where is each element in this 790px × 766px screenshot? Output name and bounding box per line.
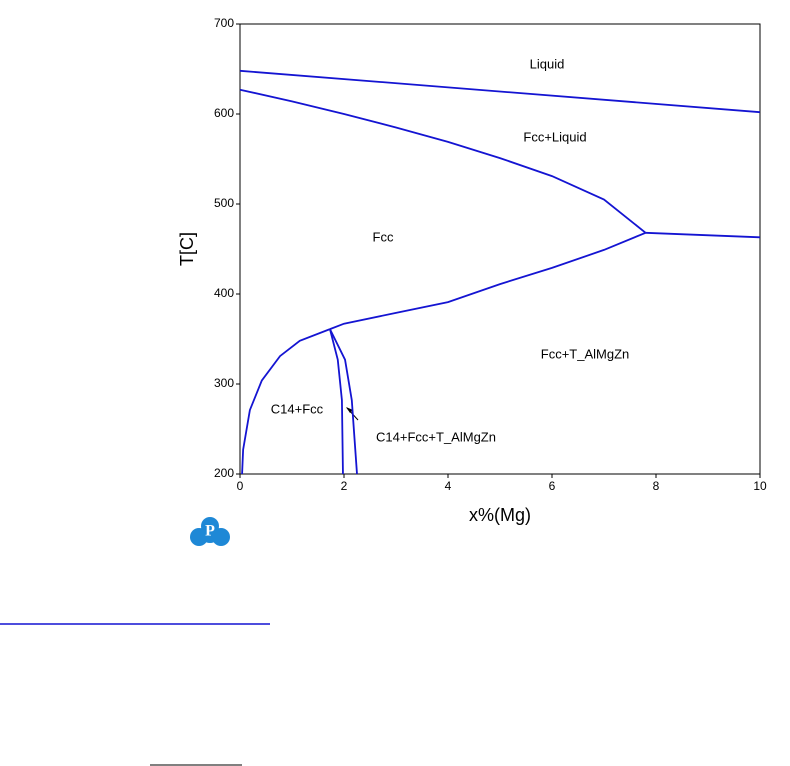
x-axis-title: x%(Mg) <box>469 505 531 525</box>
phase-boundary <box>239 69 761 114</box>
arrow-head <box>346 407 353 413</box>
phase-label: Fcc+T_AlMgZn <box>541 346 630 361</box>
x-tick-label: 4 <box>445 479 452 493</box>
y-tick-label: 400 <box>214 286 234 300</box>
y-axis-title: T[C] <box>177 232 197 266</box>
phase-boundary <box>329 231 646 330</box>
phase-label: Liquid <box>530 56 565 71</box>
phase-label: Fcc <box>373 229 394 244</box>
y-tick-label: 500 <box>214 196 234 210</box>
x-tick-label: 10 <box>753 479 767 493</box>
y-tick-label: 200 <box>214 466 234 480</box>
x-tick-label: 8 <box>653 479 660 493</box>
plot-frame <box>239 23 761 475</box>
phase-boundary <box>329 328 358 475</box>
phase-label: C14+Fcc+T_AlMgZn <box>376 429 496 444</box>
phase-label: Fcc+Liquid <box>523 129 586 144</box>
phase-boundary <box>329 328 344 475</box>
x-tick-label: 6 <box>549 479 556 493</box>
phase-boundary <box>241 328 331 475</box>
x-tick-label: 2 <box>341 479 348 493</box>
phase-label: C14+Fcc <box>271 401 324 416</box>
phase-boundary <box>239 88 647 234</box>
logo: P <box>190 517 230 546</box>
y-tick-label: 700 <box>214 16 234 30</box>
y-tick-label: 600 <box>214 106 234 120</box>
x-tick-label: 0 <box>237 479 244 493</box>
y-tick-label: 300 <box>214 376 234 390</box>
phase-boundary <box>645 231 761 239</box>
svg-text:P: P <box>205 523 215 540</box>
